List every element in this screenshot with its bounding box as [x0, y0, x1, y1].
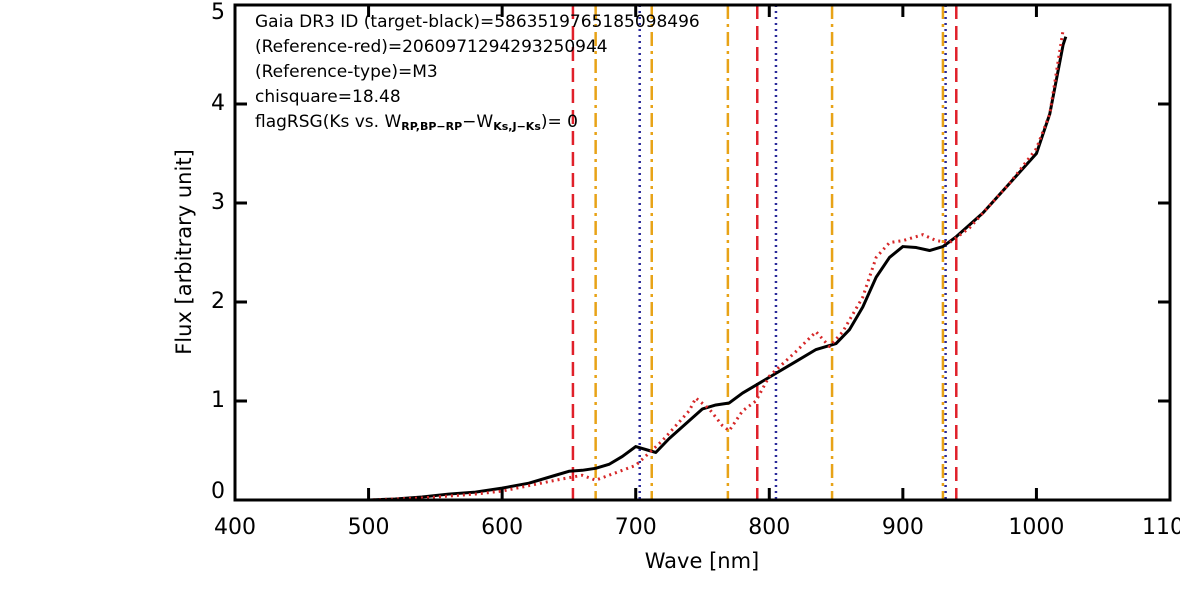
y-tick-label: 3	[211, 190, 225, 215]
x-axis-title: Wave [nm]	[645, 549, 759, 573]
y-axis-title: Flux [arbitrary unit]	[172, 149, 196, 355]
flag-annotation: flagRSG(Ks vs. WRP,BP−RP−WKs,J−Ks)= 0	[255, 112, 578, 133]
x-tick-label: 900	[882, 515, 924, 540]
subscript: Ks,J−Ks	[493, 120, 541, 133]
annotation: chisquare=18.48	[255, 87, 401, 107]
y-tick-label: 2	[211, 289, 225, 314]
x-tick-label: 700	[615, 515, 657, 540]
spectrum-line	[235, 36, 1068, 502]
x-tick-label: 400	[214, 515, 256, 540]
subscript: RP,BP−RP	[401, 120, 462, 133]
annotation: Gaia DR3 ID (target-black)=5863519765185…	[255, 12, 700, 32]
y-tick-label: 0	[211, 479, 225, 504]
annotation: (Reference-red)=2060971294293250944	[255, 37, 608, 57]
annotation: (Reference-type)=M3	[255, 62, 438, 82]
y-tick-label: 4	[211, 91, 225, 116]
plot-frame	[233, 3, 1172, 502]
x-tick-label: 800	[748, 515, 790, 540]
annotation-part: )= 0	[541, 112, 578, 132]
annotation-part: −W	[462, 112, 493, 132]
y-tick-label: 5	[211, 0, 225, 25]
x-tick-label: 1000	[1008, 515, 1064, 540]
annotation-part: flagRSG(Ks vs. W	[255, 112, 401, 132]
x-tick-label: 500	[348, 515, 390, 540]
y-tick-label: 1	[211, 388, 225, 413]
x-tick-label: 600	[481, 515, 523, 540]
